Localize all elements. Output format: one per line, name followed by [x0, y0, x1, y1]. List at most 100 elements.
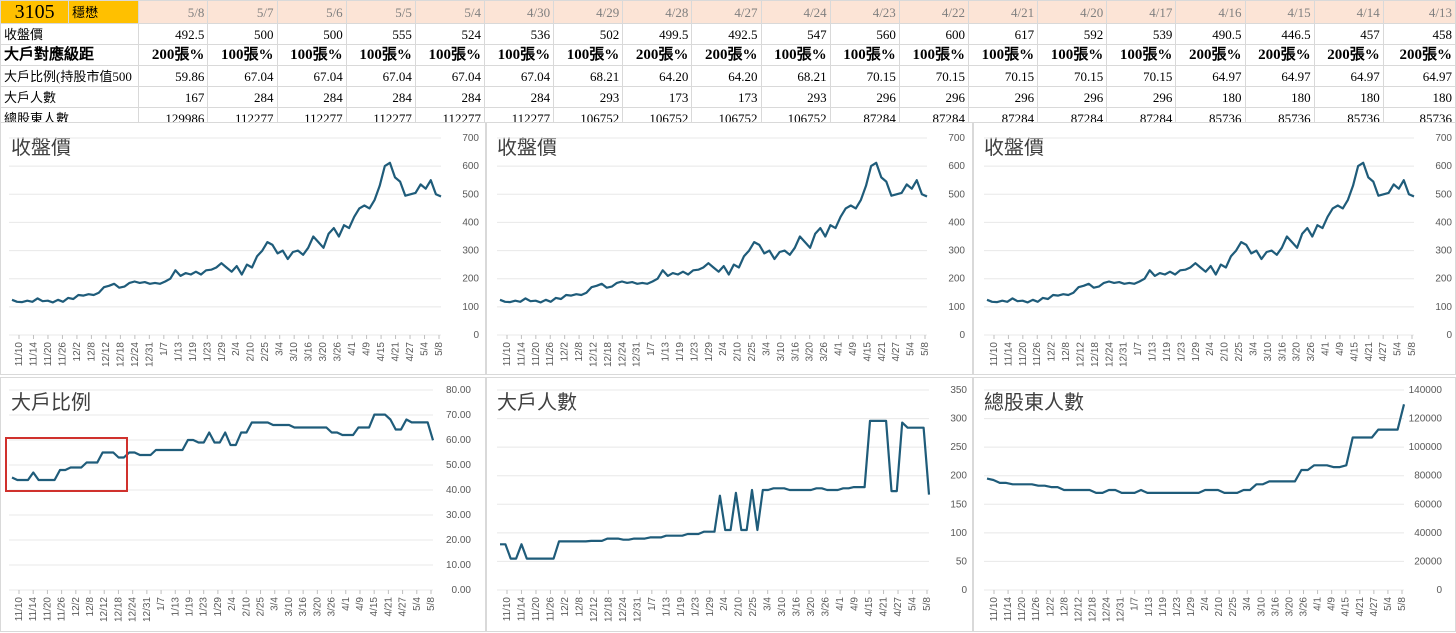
- y-tick-label: 300: [950, 414, 967, 425]
- x-tick-label: 4/1: [341, 597, 352, 611]
- cell-value: 70.15: [967, 65, 1039, 87]
- x-tick-label: 4/15: [1341, 597, 1352, 617]
- x-tick-label: 12/18: [115, 342, 126, 367]
- cell-value: 524: [414, 23, 485, 45]
- date-header: 4/28: [622, 0, 693, 24]
- y-tick-label: 150: [950, 499, 967, 510]
- x-tick-label: 1/19: [675, 342, 686, 362]
- chart-close-3: 0 100 200 300 400 500 600 700 11/10 11/14 11/20 11/…: [984, 133, 1452, 367]
- x-tick-label: 4/21: [1355, 597, 1366, 617]
- cell-value: 64.97: [1244, 65, 1315, 87]
- x-tick-label: 2/25: [1234, 342, 1245, 362]
- x-tick-label: 12/8: [574, 597, 585, 617]
- x-tick-label: 2/25: [748, 597, 759, 617]
- cell-value: 100張%: [967, 44, 1039, 66]
- cell-value: 446.5: [1244, 23, 1315, 45]
- cell-value: 70.15: [829, 65, 900, 87]
- sheet-row: 大戶對應級距 200張% 100張% 100張% 100張% 100張% 100張% 100張…: [0, 44, 1456, 66]
- series-line: [500, 419, 931, 560]
- x-tick-label: 1/23: [690, 597, 701, 617]
- date-header: 4/27: [691, 0, 762, 24]
- cell-value: 59.86: [138, 65, 209, 87]
- y-tick-label: 140000: [1409, 385, 1443, 396]
- x-tick-label: 1/7: [1130, 597, 1141, 611]
- x-tick-label: 5/4: [1383, 597, 1394, 611]
- cell-value: 173: [622, 86, 693, 108]
- x-tick-label: 11/14: [516, 597, 527, 622]
- y-tick-label: 700: [1435, 133, 1452, 144]
- cell-value: 100張%: [1106, 44, 1177, 66]
- x-tick-label: 4/1: [1321, 342, 1332, 356]
- x-tick-label: 5/8: [1397, 597, 1408, 611]
- cell-value: 167: [138, 86, 209, 108]
- x-tick-label: 1/7: [1133, 342, 1144, 356]
- y-tick-label: 500: [1435, 189, 1452, 200]
- x-tick-label: 5/8: [920, 342, 931, 356]
- x-tick-label: 12/18: [603, 342, 614, 367]
- x-tick-label: 4/15: [862, 342, 873, 362]
- x-tick-label: 12/18: [113, 597, 124, 622]
- x-tick-label: 11/26: [1031, 597, 1042, 622]
- cell-value: 296: [967, 86, 1039, 108]
- date-header: 5/4: [414, 0, 485, 24]
- x-tick-label: 11/10: [502, 597, 513, 622]
- x-tick-label: 3/20: [805, 342, 816, 362]
- date-header: 5/6: [276, 0, 347, 24]
- y-tick-label: 100000: [1409, 442, 1443, 453]
- cell-value: 180: [1244, 86, 1315, 108]
- x-tick-label: 11/20: [43, 342, 54, 367]
- cell-value: 284: [207, 86, 278, 108]
- cell-value: 100張%: [898, 44, 969, 66]
- x-tick-label: 12/12: [99, 597, 110, 622]
- y-tick-label: 250: [950, 442, 967, 453]
- x-tick-label: 12/2: [1045, 597, 1056, 617]
- x-tick-label: 12/24: [617, 342, 628, 367]
- x-tick-label: 4/27: [1378, 342, 1389, 362]
- x-tick-label: 12/24: [1102, 597, 1113, 622]
- x-tick-label: 3/26: [1299, 597, 1310, 617]
- y-tick-label: 300: [1435, 246, 1452, 257]
- date-header: 4/13: [1382, 0, 1456, 24]
- x-tick-label: 12/8: [1061, 342, 1072, 362]
- y-tick-label: 500: [462, 189, 479, 200]
- cell-value: 284: [345, 86, 416, 108]
- x-tick-label: 5/8: [434, 342, 445, 356]
- chart-title: 總股東人數: [984, 390, 1084, 414]
- x-tick-label: 4/1: [834, 342, 845, 356]
- x-tick-label: 1/29: [704, 342, 715, 362]
- cell-value: 200張%: [1244, 44, 1315, 66]
- x-tick-label: 1/7: [647, 597, 658, 611]
- y-tick-label: 300: [948, 246, 965, 257]
- chart-title: 收盤價: [497, 135, 557, 159]
- cell-value: 536: [483, 23, 555, 45]
- x-tick-label: 11/10: [989, 342, 1000, 367]
- y-tick-label: 20.00: [446, 535, 471, 546]
- x-tick-label: 4/1: [1313, 597, 1324, 611]
- cell-value: 499.5: [622, 23, 693, 45]
- cell-value: 100張%: [345, 44, 416, 66]
- x-tick-label: 2/25: [747, 342, 758, 362]
- x-tick-label: 3/10: [777, 597, 788, 617]
- y-tick-label: 0: [961, 585, 967, 596]
- date-header: 4/30: [483, 0, 555, 24]
- date-header: 4/23: [829, 0, 900, 24]
- cell-value: 68.21: [553, 65, 624, 87]
- cell-value: 296: [898, 86, 969, 108]
- chart-close-2: 0 100 200 300 400 500 600 700 11/10 11/14 11/20 11/…: [497, 133, 965, 367]
- x-tick-label: 1/23: [202, 342, 213, 362]
- y-tick-label: 120000: [1409, 414, 1443, 425]
- cell-value: 64.97: [1175, 65, 1246, 87]
- x-tick-label: 3/16: [790, 342, 801, 362]
- y-tick-label: 700: [948, 133, 965, 144]
- x-tick-label: 1/23: [1172, 597, 1183, 617]
- x-tick-label: 12/2: [72, 342, 83, 362]
- x-tick-label: 11/20: [1017, 597, 1028, 622]
- cell-value: 67.04: [207, 65, 278, 87]
- x-tick-label: 12/8: [1059, 597, 1070, 617]
- cell-value: 64.20: [622, 65, 693, 87]
- x-tick-label: 4/27: [1369, 597, 1380, 617]
- x-tick-label: 11/26: [1032, 342, 1043, 367]
- date-header: 5/8: [138, 0, 209, 24]
- cell-value: 539: [1106, 23, 1177, 45]
- cell-value: 100張%: [829, 44, 900, 66]
